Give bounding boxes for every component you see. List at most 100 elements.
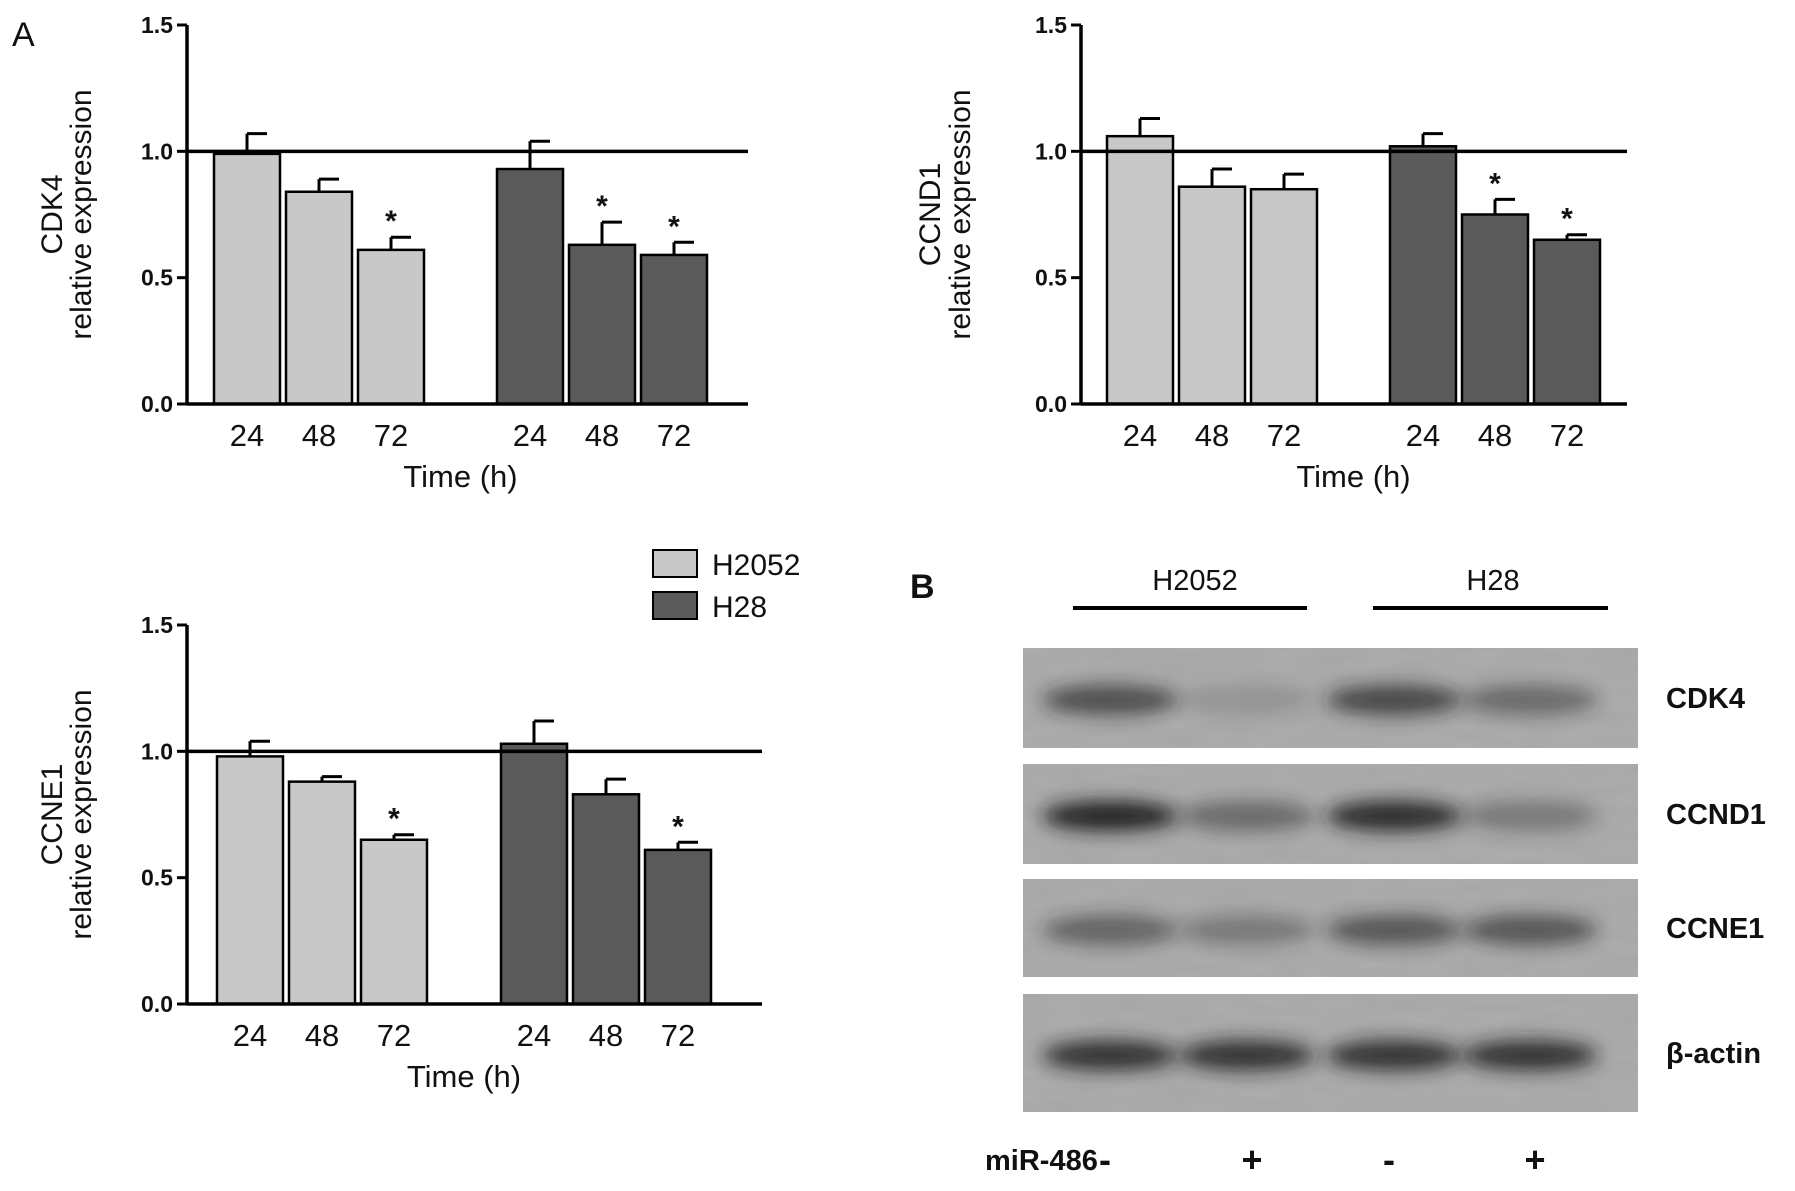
blot-row-label: CCNE1: [1666, 913, 1764, 945]
bar: [1177, 185, 1247, 406]
x-tick-label: 24: [1406, 418, 1440, 453]
blot-band: [1462, 801, 1598, 831]
x-tick-label: 24: [230, 418, 264, 453]
x-tick-label: 24: [233, 1018, 267, 1053]
treatment-marks: - + - +: [1099, 1139, 1546, 1180]
y-tick-label: 0.0: [141, 391, 173, 417]
y-axis-title: relative expression: [65, 89, 98, 339]
significance-mark: *: [672, 810, 684, 843]
bar: [1105, 134, 1175, 406]
x-tick-label: 72: [657, 418, 691, 453]
blot-band: [1179, 914, 1315, 945]
blot-rows: CDK4 CCND1 CCNE1 β-actin: [1023, 648, 1766, 1112]
x-axis-title: Time (h): [1296, 459, 1410, 494]
y-tick-label: 0.5: [141, 265, 173, 291]
blot-band: [1462, 1040, 1598, 1071]
significance-mark: *: [668, 210, 680, 243]
legend: H2052 H28: [652, 549, 800, 624]
chart-3: 24 48 * 72 24 48 * 72 0.0 0.5 1.0 1.5 CCNE1relative …: [36, 612, 762, 1094]
blot-band: [1326, 914, 1462, 945]
bar-charts: 24 48*72 24*48*720.00.51.01.5CDK4relative …: [36, 12, 1627, 1094]
y-tick-label: 1.5: [1035, 12, 1067, 38]
x-tick-label: 48: [589, 1018, 623, 1053]
bar: [1388, 145, 1458, 406]
bar: [1532, 238, 1602, 406]
blot-band: [1326, 1040, 1462, 1071]
bar: [567, 243, 637, 406]
legend-label-h2052: H2052: [712, 549, 800, 582]
blot-row: CDK4: [1023, 648, 1745, 748]
x-tick-label: 48: [302, 418, 336, 453]
blot-row-label: CCND1: [1666, 799, 1766, 831]
blot-row: β-actin: [1023, 994, 1761, 1112]
treatment-mark: +: [1524, 1139, 1545, 1180]
bar: [284, 190, 354, 406]
x-tick-label: 48: [1478, 418, 1512, 453]
y-axis-title: relative expression: [944, 89, 977, 339]
bar: [215, 755, 285, 1006]
bar: [643, 848, 713, 1006]
significance-mark: *: [1489, 167, 1501, 200]
legend-label-h28: H28: [712, 591, 767, 624]
legend-swatch-h2052: [652, 549, 698, 578]
bar: [639, 253, 709, 406]
bar: [1249, 187, 1319, 406]
treatment-label: miR-486: [985, 1145, 1098, 1177]
bar: [499, 742, 569, 1006]
y-tick-label: 1.5: [141, 612, 173, 638]
x-tick-label: 24: [517, 1018, 551, 1053]
bar: [1460, 213, 1530, 406]
blot-row: CCND1: [1023, 764, 1766, 864]
blot-band: [1326, 801, 1462, 831]
bar: [359, 838, 429, 1006]
treatment-mark: -: [1099, 1139, 1111, 1180]
blot-band: [1179, 1040, 1315, 1071]
x-tick-label: 48: [1195, 418, 1229, 453]
x-tick-label: 72: [661, 1018, 695, 1053]
blot-band: [1042, 801, 1178, 831]
blot-bands: [1042, 801, 1598, 831]
blot-group-label-h2052: H2052: [1152, 565, 1237, 597]
panel-label-a: A: [12, 16, 35, 54]
significance-mark: *: [596, 190, 608, 223]
blot-band: [1326, 685, 1462, 715]
y-tick-label: 1.0: [141, 138, 173, 164]
significance-mark: *: [1561, 203, 1573, 236]
x-tick-label: 72: [377, 1018, 411, 1053]
bar: [287, 780, 357, 1006]
blot-bands: [1042, 1040, 1598, 1071]
significance-mark: *: [388, 803, 400, 836]
x-tick-label: 24: [513, 418, 547, 453]
x-tick-label: 72: [1267, 418, 1301, 453]
y-tick-label: 0.0: [141, 991, 173, 1017]
blot-band: [1179, 685, 1315, 715]
significance-mark: *: [385, 205, 397, 238]
blot-band: [1042, 914, 1178, 945]
bar: [571, 793, 641, 1006]
blot-group-label-h28: H28: [1466, 565, 1519, 597]
y-axis-title: relative expression: [65, 689, 98, 939]
y-tick-label: 1.5: [141, 12, 173, 38]
blot-band: [1179, 801, 1315, 831]
y-tick-label: 0.5: [141, 865, 173, 891]
x-tick-label: 72: [374, 418, 408, 453]
bar: [356, 248, 426, 406]
x-axis-title: Time (h): [407, 1059, 521, 1094]
bar: [495, 167, 565, 406]
y-axis-title: CDK4: [36, 174, 69, 254]
blot-row-label: CDK4: [1666, 683, 1745, 715]
y-tick-label: 1.0: [141, 738, 173, 764]
x-tick-label: 48: [585, 418, 619, 453]
treatment-mark: +: [1241, 1139, 1262, 1180]
x-tick-label: 72: [1550, 418, 1584, 453]
blot-band: [1042, 685, 1178, 715]
y-tick-label: 0.0: [1035, 391, 1067, 417]
blot-bands: [1042, 685, 1598, 715]
y-tick-label: 1.0: [1035, 138, 1067, 164]
y-tick-label: 0.5: [1035, 265, 1067, 291]
treatment-mark: -: [1383, 1139, 1395, 1180]
panel-label-b: B: [910, 568, 935, 606]
blot-band: [1042, 1040, 1178, 1071]
